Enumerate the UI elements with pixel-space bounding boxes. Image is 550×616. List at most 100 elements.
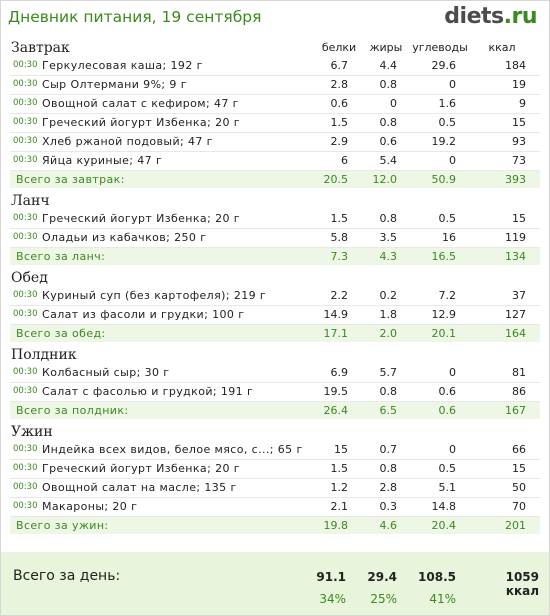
meal-section: Ланч 00:30 Греческий йогурт Избенка; 20 г 1… <box>1 188 549 265</box>
meal-total-label: Всего за обед: <box>16 327 106 340</box>
food-row[interactable]: 00:30 Хлеб ржаной подовый; 47 г 2.9 0.6 19.2… <box>10 133 540 152</box>
kcal-value: 9 <box>519 97 526 110</box>
total-kcal: 167 <box>505 404 526 417</box>
food-row[interactable]: 00:30 Салат с фасолью и грудкой; 191 г 19.… <box>10 383 540 402</box>
carbs-value: 1.6 <box>438 97 457 110</box>
food-row[interactable]: 00:30 Куриный суп (без картофеля); 219 г 2… <box>10 287 540 306</box>
day-protein: 91.1 <box>316 570 346 584</box>
kcal-value: 93 <box>512 135 526 148</box>
food-row[interactable]: 00:30 Оладьи из кабачков; 250 г 5.8 3.5 16 11… <box>10 229 540 248</box>
meal-total-row: Всего за завтрак: 20.5 12.0 50.9 393 <box>10 171 540 188</box>
food-name[interactable]: Сыр Олтермани 9%; 9 г <box>42 78 187 91</box>
food-name[interactable]: Овощной салат на масле; 135 г <box>42 481 237 494</box>
food-name[interactable]: Колбасный сыр; 30 г <box>42 366 170 379</box>
day-carbs-pct: 41% <box>429 592 456 606</box>
food-row[interactable]: 00:30 Греческий йогурт Избенка; 20 г 1.5 0.… <box>10 114 540 133</box>
food-row[interactable]: 00:30 Овощной салат с кефиром; 47 г 0.6 0 1.… <box>10 95 540 114</box>
total-protein: 19.8 <box>323 519 349 532</box>
food-row[interactable]: 00:30 Геркулесовая каша; 192 г 6.7 4.4 29.6 1… <box>10 57 540 76</box>
total-fat: 2.0 <box>379 327 398 340</box>
carbs-value: 12.9 <box>431 308 457 321</box>
food-row[interactable]: 00:30 Яйца куриные; 47 г 6 5.4 0 73 <box>10 152 540 171</box>
protein-value: 1.2 <box>330 481 349 494</box>
meal-section: Завтрак белки жиры углеводы ккал 00:30 Геркуле… <box>1 35 549 188</box>
food-name[interactable]: Геркулесовая каша; 192 г <box>42 59 203 72</box>
food-name[interactable]: Салат из фасоли и грудки; 100 г <box>42 308 245 321</box>
protein-value: 19.5 <box>323 385 349 398</box>
carbs-value: 19.2 <box>431 135 457 148</box>
column-header-carbs: углеводы <box>412 41 468 54</box>
food-name[interactable]: Греческий йогурт Избенка; 20 г <box>42 116 240 129</box>
total-carbs: 0.6 <box>438 404 457 417</box>
fat-value: 5.7 <box>379 366 398 379</box>
meal-total-label: Всего за ужин: <box>16 519 109 532</box>
food-name[interactable]: Греческий йогурт Избенка; 20 г <box>42 462 240 475</box>
site-logo[interactable]: diets.ru <box>444 4 537 29</box>
carbs-value: 5.1 <box>438 481 457 494</box>
meal-header: Завтрак белки жиры углеводы ккал <box>1 35 549 57</box>
food-name[interactable]: Индейка всех видов, белое мясо, с...; 65… <box>42 443 303 456</box>
food-name[interactable]: Оладьи из кабачков; 250 г <box>42 231 207 244</box>
meals-container: Завтрак белки жиры углеводы ккал 00:30 Геркуле… <box>1 35 549 534</box>
fat-value: 0.8 <box>379 116 398 129</box>
food-name[interactable]: Куриный суп (без картофеля); 219 г <box>42 289 267 302</box>
entry-time: 00:30 <box>13 482 38 492</box>
total-protein: 17.1 <box>323 327 349 340</box>
meal-name: Ужин <box>11 424 53 440</box>
food-name[interactable]: Макароны; 20 г <box>42 500 138 513</box>
food-name[interactable]: Салат с фасолью и грудкой; 191 г <box>42 385 254 398</box>
entry-time: 00:30 <box>13 60 38 70</box>
food-row[interactable]: 00:30 Овощной салат на масле; 135 г 1.2 2.8… <box>10 479 540 498</box>
day-kcal: 1059 ккал <box>505 570 539 598</box>
food-row[interactable]: 00:30 Сыр Олтермани 9%; 9 г 2.8 0.8 0 19 <box>10 76 540 95</box>
food-row[interactable]: 00:30 Индейка всех видов, белое мясо, с..… <box>10 441 540 460</box>
page-title: Дневник питания, 19 сентября <box>8 8 262 26</box>
food-row[interactable]: 00:30 Салат из фасоли и грудки; 100 г 14.9… <box>10 306 540 325</box>
total-fat: 4.3 <box>379 250 398 263</box>
food-row[interactable]: 00:30 Греческий йогурт Избенка; 20 г 1.5 0.… <box>10 210 540 229</box>
meal-section: Обед 00:30 Куриный суп (без картофеля); 21… <box>1 265 549 342</box>
column-header-fat: жиры <box>369 41 403 54</box>
fat-value: 0.7 <box>379 443 398 456</box>
protein-value: 2.9 <box>330 135 349 148</box>
fat-value: 0.8 <box>379 212 398 225</box>
fat-value: 0.2 <box>379 289 398 302</box>
kcal-value: 70 <box>512 500 526 513</box>
protein-value: 15 <box>334 443 348 456</box>
day-fat: 29.4 <box>367 570 397 584</box>
meal-total-row: Всего за ланч: 7.3 4.3 16.5 134 <box>10 248 540 265</box>
food-name[interactable]: Яйца куриные; 47 г <box>42 154 163 167</box>
food-name[interactable]: Хлеб ржаной подовый; 47 г <box>42 135 213 148</box>
entry-time: 00:30 <box>13 98 38 108</box>
carbs-value: 0 <box>449 443 456 456</box>
kcal-value: 15 <box>512 116 526 129</box>
fat-value: 0 <box>390 97 397 110</box>
total-kcal: 393 <box>505 173 526 186</box>
entry-time: 00:30 <box>13 213 38 223</box>
protein-value: 2.2 <box>330 289 349 302</box>
protein-value: 14.9 <box>323 308 349 321</box>
entry-time: 00:30 <box>13 155 38 165</box>
total-kcal: 164 <box>505 327 526 340</box>
food-row[interactable]: 00:30 Колбасный сыр; 30 г 6.9 5.7 0 81 <box>10 364 540 383</box>
food-row[interactable]: 00:30 Греческий йогурт Избенка; 20 г 1.5 0.… <box>10 460 540 479</box>
carbs-value: 0.5 <box>438 462 457 475</box>
carbs-value: 14.8 <box>431 500 457 513</box>
carbs-value: 0 <box>449 366 456 379</box>
carbs-value: 16 <box>442 231 456 244</box>
meal-name: Завтрак <box>11 40 70 56</box>
entry-time: 00:30 <box>13 309 38 319</box>
meal-header: Полдник <box>1 342 549 364</box>
entry-time: 00:30 <box>13 117 38 127</box>
fat-value: 0.8 <box>379 462 398 475</box>
food-name[interactable]: Овощной салат с кефиром; 47 г <box>42 97 239 110</box>
food-name[interactable]: Греческий йогурт Избенка; 20 г <box>42 212 240 225</box>
fat-value: 0.8 <box>379 78 398 91</box>
protein-value: 6.9 <box>330 366 349 379</box>
food-row[interactable]: 00:30 Макароны; 20 г 2.1 0.3 14.8 70 <box>10 498 540 517</box>
carbs-value: 0 <box>449 154 456 167</box>
total-fat: 6.5 <box>379 404 398 417</box>
meal-section: Ужин 00:30 Индейка всех видов, белое мясо,… <box>1 419 549 534</box>
kcal-value: 50 <box>512 481 526 494</box>
